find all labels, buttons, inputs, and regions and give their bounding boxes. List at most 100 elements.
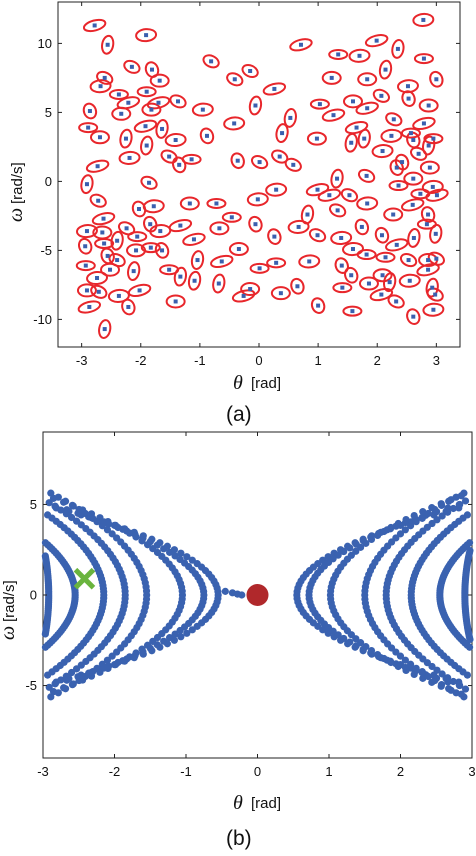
uncertainty-ellipse	[181, 153, 202, 165]
x-tick-label: 1	[325, 764, 332, 779]
state-marker	[277, 154, 282, 159]
uncertainty-ellipse	[401, 90, 416, 107]
x-tick-label: 2	[397, 764, 404, 779]
state-marker	[335, 176, 340, 181]
x-tick-label: -3	[37, 764, 49, 779]
state-marker	[288, 115, 293, 120]
state-marker	[272, 234, 277, 239]
state-marker	[216, 281, 221, 286]
trajectory-point	[340, 547, 348, 556]
trajectory-point	[407, 522, 415, 530]
trajectory-point	[110, 661, 119, 669]
uncertainty-ellipse	[140, 175, 158, 190]
trajectory-point	[100, 518, 108, 526]
state-marker	[405, 84, 410, 89]
uncertainty-ellipse	[385, 238, 409, 252]
state-marker	[149, 67, 154, 72]
state-marker	[379, 292, 384, 297]
uncertainty-ellipse	[89, 79, 112, 94]
state-marker	[379, 233, 384, 238]
trajectory-point	[466, 546, 474, 555]
trajectory-point	[373, 650, 382, 659]
x-tick-label: -1	[194, 353, 206, 368]
uncertainty-ellipse	[78, 122, 99, 134]
uncertainty-ellipse	[330, 230, 353, 246]
uncertainty-ellipse	[141, 102, 162, 117]
state-marker	[127, 155, 132, 160]
uncertainty-ellipse	[300, 204, 315, 225]
state-marker	[418, 191, 423, 196]
uncertainty-ellipse	[387, 294, 405, 309]
uncertainty-ellipse	[344, 266, 359, 284]
uncertainty-ellipse	[117, 221, 136, 236]
trajectory-point	[461, 685, 470, 693]
trajectory-point	[461, 497, 470, 505]
uncertainty-ellipse	[221, 211, 242, 223]
uncertainty-ellipse	[394, 153, 410, 171]
uncertainty-ellipse	[89, 193, 107, 208]
state-marker	[434, 77, 439, 82]
state-marker	[92, 23, 97, 28]
uncertainty-ellipse	[429, 223, 443, 244]
uncertainty-ellipse	[275, 123, 289, 144]
state-marker	[119, 111, 124, 116]
uncertainty-ellipse	[82, 18, 107, 33]
state-marker	[101, 216, 106, 221]
x-tick-label: 3	[433, 353, 440, 368]
state-marker	[97, 135, 102, 140]
uncertainty-ellipse	[423, 133, 444, 145]
uncertainty-ellipse	[403, 171, 424, 186]
state-marker	[257, 160, 262, 165]
trajectory-point	[130, 528, 138, 536]
state-marker	[160, 126, 165, 131]
uncertainty-ellipse	[140, 135, 154, 156]
uncertainty-ellipse	[357, 128, 371, 149]
state-marker	[195, 258, 200, 263]
uncertainty-ellipse	[289, 38, 313, 52]
trajectory-point	[183, 629, 191, 637]
x-tick-label: 0	[254, 764, 261, 779]
uncertainty-ellipse	[248, 95, 263, 116]
uncertainty-ellipse	[344, 120, 369, 135]
state-marker	[126, 304, 131, 309]
x-tick-label: 2	[374, 353, 381, 368]
trajectory-point	[72, 517, 81, 525]
state-marker	[411, 176, 416, 181]
y-tick-label: -5	[25, 678, 37, 693]
state-marker	[391, 212, 396, 217]
ellipse-layer	[75, 12, 449, 339]
trajectory-point	[163, 542, 171, 550]
state-marker	[295, 284, 300, 289]
trajectory-point	[110, 521, 119, 529]
trajectory-point	[438, 670, 446, 678]
uncertainty-ellipse	[226, 72, 244, 87]
uncertainty-ellipse	[173, 266, 188, 287]
uncertainty-ellipse	[89, 130, 110, 145]
uncertainty-ellipse	[140, 242, 161, 254]
trajectory-point	[352, 547, 360, 555]
state-marker	[96, 289, 101, 294]
trajectory-point	[401, 526, 409, 534]
trajectory-point	[77, 511, 85, 519]
trajectory-point	[396, 530, 405, 538]
state-marker	[87, 109, 92, 114]
state-marker	[143, 124, 148, 129]
uncertainty-ellipse	[317, 188, 342, 202]
equilibrium-marker	[246, 584, 269, 606]
trajectory-point	[455, 681, 463, 689]
state-marker	[365, 77, 370, 82]
state-marker	[134, 248, 139, 253]
uncertainty-ellipse	[118, 150, 141, 165]
state-marker	[431, 307, 436, 312]
uncertainty-ellipse	[149, 73, 170, 88]
trajectory-point	[452, 689, 460, 697]
trajectory-point	[139, 650, 147, 658]
uncertainty-ellipse	[187, 270, 202, 291]
uncertainty-ellipse	[357, 72, 378, 87]
state-marker	[421, 121, 426, 126]
trajectory-point	[418, 668, 426, 677]
state-marker	[189, 157, 194, 162]
uncertainty-ellipse	[385, 112, 403, 127]
trajectory-point	[356, 639, 365, 647]
uncertainty-ellipse	[98, 319, 112, 339]
